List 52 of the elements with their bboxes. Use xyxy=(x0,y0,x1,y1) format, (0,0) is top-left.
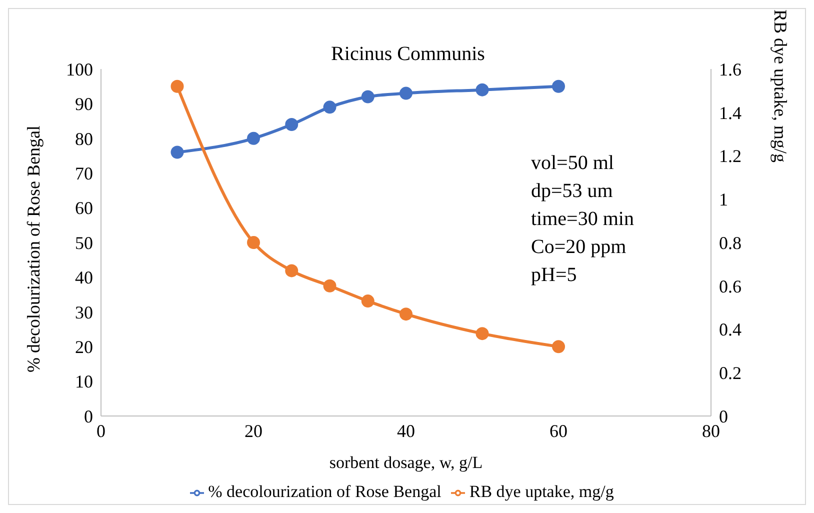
legend-label: RB dye uptake, mg/g xyxy=(469,482,614,501)
y-tick-label: 80 xyxy=(75,128,93,149)
y-tick-label: 60 xyxy=(75,198,93,218)
y-tick-label: 20 xyxy=(75,336,93,357)
point xyxy=(285,118,298,132)
y2-tick-label: 1 xyxy=(719,190,728,210)
y2-tick-label: 0.4 xyxy=(719,320,742,340)
chart-title: Ricinus Communis xyxy=(331,43,485,65)
y2-tick-label: 0.6 xyxy=(719,276,742,296)
y-tick-label: 70 xyxy=(75,163,93,184)
point xyxy=(400,308,412,321)
point xyxy=(552,80,565,93)
legend-label: % decolourization of Rose Bengal xyxy=(208,482,442,501)
y2-tick-label: 0.8 xyxy=(719,232,742,253)
y-tick-label: 90 xyxy=(75,94,93,114)
y-tick-label: 100 xyxy=(66,59,93,80)
x-axis-title: sorbent dosage, w, g/L xyxy=(329,453,483,472)
point xyxy=(247,236,260,249)
x-tick-label: 0 xyxy=(96,420,106,441)
y-tick-label: 10 xyxy=(75,372,93,392)
point xyxy=(323,279,336,292)
point xyxy=(323,100,336,114)
annotation: Co=20 ppm xyxy=(531,235,628,260)
y2-tick-label: 1.2 xyxy=(719,146,742,166)
point xyxy=(247,132,260,145)
y2-tick-label: 1.6 xyxy=(719,59,742,80)
annotation: pH=5 xyxy=(531,263,578,288)
y2-tick-label: 0.2 xyxy=(719,363,742,384)
x-tick-label: 20 xyxy=(244,420,262,441)
y2-axis-title: RB dye uptake, mg/g xyxy=(770,10,791,162)
y-axis-title: % decolourization of Rose Bengal xyxy=(23,126,44,372)
point xyxy=(476,83,489,96)
x-tick-label: 40 xyxy=(397,420,415,441)
point xyxy=(361,294,374,308)
y-tick-label: 0 xyxy=(84,406,93,426)
point xyxy=(400,86,412,100)
annotation: dp=53 um xyxy=(531,179,614,204)
point xyxy=(476,327,489,340)
y2-tick-label: 0 xyxy=(719,406,728,426)
y-tick-label: 50 xyxy=(75,232,93,253)
point xyxy=(285,264,298,278)
annotation: time=30 min xyxy=(531,207,634,232)
x-tick-label: 80 xyxy=(702,420,720,441)
y-tick-label: 40 xyxy=(75,268,93,288)
y-tick-label: 30 xyxy=(75,302,93,322)
x-tick-label: 60 xyxy=(550,420,568,441)
annotation: vol=50 ml xyxy=(531,151,615,176)
point xyxy=(170,80,184,93)
point xyxy=(552,340,565,354)
point xyxy=(170,146,184,159)
point xyxy=(361,90,374,104)
y2-tick-label: 1.4 xyxy=(719,102,742,123)
